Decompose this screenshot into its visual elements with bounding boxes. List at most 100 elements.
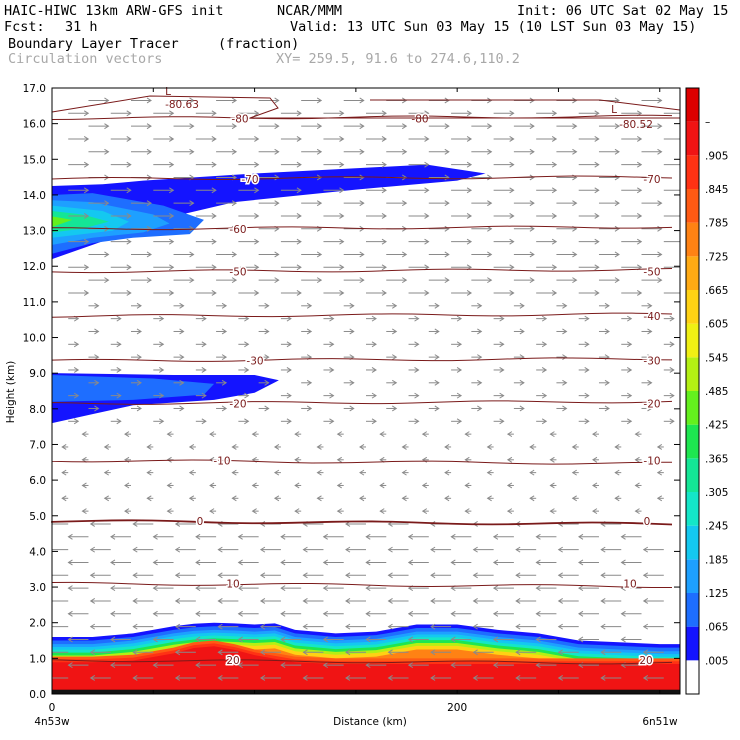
vector-arrowhead xyxy=(515,675,521,681)
vector-arrowhead xyxy=(195,636,201,643)
vector-arrowhead xyxy=(83,290,90,296)
vector-arrowhead xyxy=(211,290,217,296)
vector-arrowhead xyxy=(477,379,483,386)
vector-arrowhead xyxy=(349,328,355,335)
vector-arrowhead xyxy=(126,136,132,142)
vector-arrowhead xyxy=(159,418,165,425)
vector-arrowhead xyxy=(302,649,308,656)
vector-arrowhead xyxy=(492,662,499,669)
vector-arrowhead xyxy=(110,533,116,540)
vector-arrowhead xyxy=(169,213,175,219)
y-tick-label: 2.0 xyxy=(29,618,46,630)
vector-arrowhead xyxy=(572,277,578,284)
vector-arrowhead xyxy=(466,290,473,296)
vector-arrowhead xyxy=(264,302,270,309)
vector-arrowhead xyxy=(189,123,195,130)
vector-arrowhead xyxy=(179,379,185,386)
forecast-label: Fcst: xyxy=(4,19,45,35)
vector-arrowhead xyxy=(464,431,470,438)
vector-arrowhead xyxy=(600,572,606,579)
vector-arrowhead xyxy=(296,110,302,117)
vector-arrowhead xyxy=(371,418,377,425)
vector-arrowhead xyxy=(322,533,328,540)
vector-arrowhead xyxy=(110,662,116,669)
vector-arrowhead xyxy=(73,367,80,373)
vector-arrowhead xyxy=(89,598,96,604)
vector-arrowhead xyxy=(600,598,606,604)
vector-arrowhead xyxy=(584,341,590,348)
vector-arrowhead xyxy=(529,174,535,181)
vector-arrowhead xyxy=(464,508,470,515)
vector-arrowhead xyxy=(487,251,493,258)
vector-arrowhead xyxy=(387,623,393,630)
vector-arrowhead xyxy=(104,277,110,284)
vector-arrowhead xyxy=(387,546,393,553)
vector-arrowhead xyxy=(434,405,440,412)
isotherm-label: 20 xyxy=(639,655,652,667)
vector-arrowhead xyxy=(571,469,577,476)
vector-arrowhead xyxy=(166,482,172,489)
vector-arrowhead xyxy=(231,200,238,207)
vector-arrowhead xyxy=(466,161,473,168)
vector-arrowhead xyxy=(294,482,300,489)
vector-arrowhead xyxy=(456,341,463,348)
y-tick-label: 5.0 xyxy=(29,511,46,523)
vector-arrowhead xyxy=(89,649,96,656)
vector-arrowhead xyxy=(81,431,87,438)
vector-arrowhead xyxy=(126,290,132,296)
vector-arrowhead xyxy=(592,482,598,489)
vector-arrowhead xyxy=(456,315,463,322)
vector-arrowhead xyxy=(381,110,387,117)
vector-arrowhead xyxy=(466,110,473,117)
vector-arrowhead xyxy=(535,662,541,669)
vector-arrowhead xyxy=(379,482,385,489)
isotherm-label: -80 xyxy=(231,113,248,125)
vector-arrowhead xyxy=(381,161,387,168)
vector-arrowhead xyxy=(211,110,217,117)
vector-arrowhead xyxy=(387,572,393,579)
colorbar-box xyxy=(686,357,699,391)
vector-arrowhead xyxy=(541,315,548,322)
vector-arrowhead xyxy=(146,123,152,130)
vector-arrowhead xyxy=(444,277,450,284)
plot-frame xyxy=(51,87,681,695)
vector-arrowhead xyxy=(464,482,470,489)
vector-arrowhead xyxy=(83,213,90,219)
vector-arrowhead xyxy=(642,572,649,579)
vector-arrowhead xyxy=(73,341,80,348)
vector-arrowhead xyxy=(280,662,286,669)
vector-arrowhead xyxy=(407,559,414,566)
vector-arrowhead xyxy=(94,354,100,361)
vector-arrowhead xyxy=(466,213,473,219)
vector-label: Circulation vectors xyxy=(8,51,163,67)
vector-arrowhead xyxy=(365,636,371,643)
vector-arrowhead xyxy=(509,238,515,245)
vector-arrowhead xyxy=(401,148,408,155)
colorbar-label: .245 xyxy=(705,521,728,533)
x-axis-label: Distance (km) xyxy=(333,716,407,728)
vector-arrowhead xyxy=(600,546,606,553)
vector-arrowhead xyxy=(647,379,653,386)
vector-arrowhead xyxy=(371,315,377,322)
vector-arrowhead xyxy=(444,123,450,130)
vector-arrowhead xyxy=(273,469,280,476)
vector-arrowhead xyxy=(146,148,152,155)
vector-arrowhead xyxy=(642,623,649,630)
vector-arrowhead xyxy=(487,174,493,181)
colorbar-label: .185 xyxy=(705,554,728,566)
y-tick-label: 10.0 xyxy=(23,333,46,345)
vector-arrowhead xyxy=(336,508,342,515)
vector-arrowhead xyxy=(274,123,280,130)
vector-arrowhead xyxy=(614,469,620,476)
colorbar-label: .845 xyxy=(705,184,728,196)
minimum-value: -80.52 xyxy=(619,119,653,131)
vector-arrowhead xyxy=(188,444,195,450)
vector-arrowhead xyxy=(578,585,584,592)
vector-arrowhead xyxy=(211,238,217,245)
vector-arrowhead xyxy=(519,328,525,335)
y-tick-label: 1.0 xyxy=(29,653,46,665)
isotherm-line xyxy=(370,99,681,111)
vector-arrowhead xyxy=(551,264,558,271)
vector-arrowhead xyxy=(359,123,365,130)
vector-arrowhead xyxy=(509,264,515,271)
